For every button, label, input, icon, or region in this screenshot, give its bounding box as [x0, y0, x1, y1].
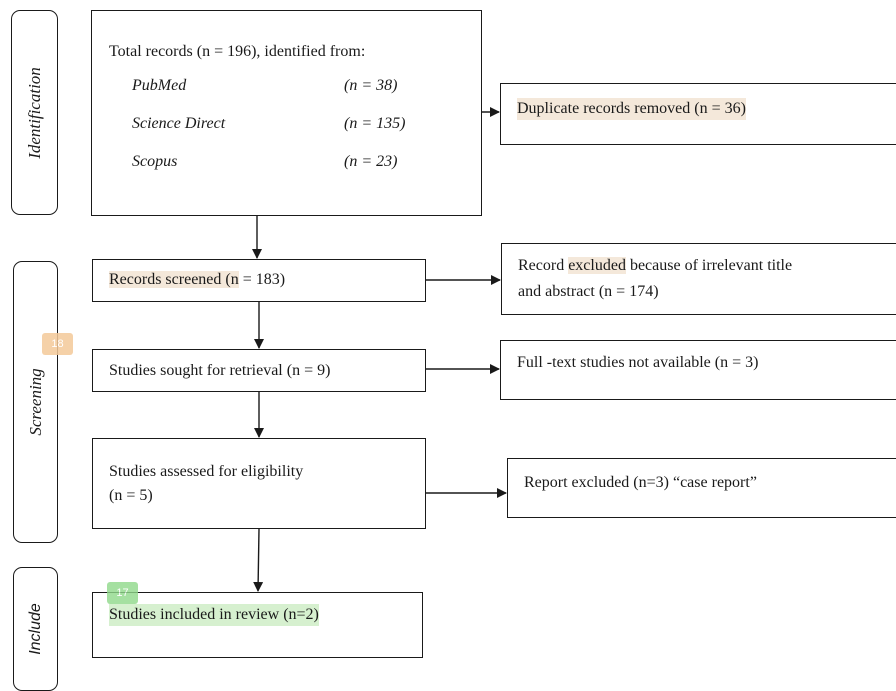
included-box: Studies included in review (n=2)	[92, 592, 423, 658]
not-available-text: Full -text studies not available (n = 3)	[517, 354, 759, 371]
screened-text-rest: = 183)	[238, 271, 286, 288]
excluded-title-after: because of irrelevant title	[625, 257, 793, 274]
source-name-scopus: Scopus	[132, 153, 178, 170]
screened-text: Records screened (n = 183)	[109, 269, 285, 291]
screened-text-highlight: Records screened (n	[109, 271, 239, 288]
eligibility-line1: Studies assessed for eligibility	[109, 463, 304, 480]
retrieval-box: Studies sought for retrieval (n = 9)	[92, 349, 426, 392]
not-available-box: Full -text studies not available (n = 3)	[500, 340, 896, 400]
retrieval-text: Studies sought for retrieval (n = 9)	[109, 362, 331, 379]
included-text: Studies included in review (n=2)	[109, 604, 319, 626]
arrow-eligibility-to-included	[253, 528, 264, 592]
report-excluded-text: Report excluded (n=3) “case report”	[524, 474, 757, 491]
source-name-sciencedirect: Science Direct	[132, 115, 226, 132]
excluded-title-box: Record excluded because of irrelevant ti…	[501, 243, 896, 315]
source-name-pubmed: PubMed	[132, 77, 187, 94]
excluded-title-highlight: excluded	[568, 257, 626, 274]
eligibility-line2: (n = 5)	[109, 487, 153, 504]
source-count-sciencedirect: (n = 135)	[344, 115, 406, 132]
identification-box: Total records (n = 196), identified from…	[91, 10, 482, 216]
source-count-scopus: (n = 23)	[344, 153, 398, 170]
screened-box: Records screened (n = 183)	[92, 259, 426, 302]
annotation-tag-17: 17	[107, 582, 138, 604]
excluded-title-line2: and abstract (n = 174)	[518, 283, 659, 300]
source-count-pubmed: (n = 38)	[344, 77, 398, 94]
stage-screening: Screening	[13, 261, 58, 543]
excluded-title-line1: Record excluded because of irrelevant ti…	[518, 255, 792, 277]
duplicates-box: Duplicate records removed (n = 36)	[500, 83, 896, 145]
eligibility-box: Studies assessed for eligibility (n = 5)	[92, 438, 426, 529]
report-excluded-box: Report excluded (n=3) “case report”	[507, 458, 896, 518]
duplicates-text: Duplicate records removed (n = 36)	[517, 98, 746, 120]
excluded-title-before: Record	[518, 257, 569, 274]
annotation-tag-18: 18	[42, 333, 73, 355]
stage-identification: Identification	[11, 10, 58, 215]
identification-heading: Total records (n = 196), identified from…	[109, 43, 366, 60]
